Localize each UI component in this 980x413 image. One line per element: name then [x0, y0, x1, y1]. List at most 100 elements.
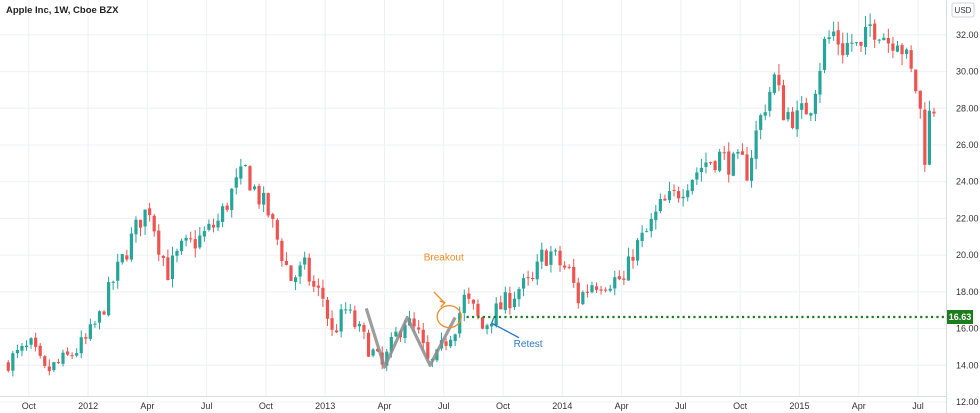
candle-body: [800, 103, 804, 110]
candle-body: [877, 39, 881, 41]
candle-body: [234, 177, 238, 188]
breakout-arrow: [433, 291, 446, 304]
currency-button[interactable]: USD: [951, 2, 975, 18]
candle-body: [70, 355, 74, 357]
candle-body: [558, 250, 562, 266]
candle-body: [157, 230, 161, 255]
candle-body: [535, 261, 539, 280]
y-tick-label: 26.00: [956, 140, 979, 150]
candle-body: [563, 265, 567, 268]
candle-body: [65, 351, 70, 355]
candle-body: [357, 323, 361, 327]
candle-body: [339, 309, 343, 332]
candle-body: [266, 193, 270, 216]
candle-body: [886, 38, 890, 44]
candle-body: [521, 278, 526, 289]
candle-body: [531, 277, 535, 279]
candle-body: [604, 289, 608, 291]
x-tick-label: Apr: [852, 401, 866, 411]
candle-body: [777, 74, 781, 86]
candle-body: [243, 164, 247, 166]
candle-body: [640, 232, 644, 241]
candle-body: [772, 74, 776, 93]
candle-body: [321, 287, 325, 299]
candle-body: [152, 215, 156, 232]
candle-body: [453, 334, 457, 342]
candle-body: [503, 292, 507, 311]
candle-body: [832, 31, 836, 37]
candle-body: [207, 223, 211, 230]
x-tick-label: Jul: [201, 401, 213, 411]
candle-body: [494, 303, 498, 325]
candle-body: [827, 37, 831, 40]
candle-body: [722, 152, 726, 154]
candle-body: [727, 151, 731, 175]
x-tick-label: 2013: [315, 401, 335, 411]
candle-body: [348, 309, 352, 311]
candle-body: [891, 43, 895, 51]
candle-body: [704, 162, 708, 167]
candle-body: [225, 205, 229, 210]
candle-body: [918, 90, 922, 109]
candle-body: [421, 329, 425, 344]
candle-body: [850, 42, 854, 44]
candle-body: [658, 198, 662, 212]
candle-body: [75, 353, 79, 356]
candle-body: [143, 209, 147, 227]
x-tick-label: Apr: [377, 401, 391, 411]
candle-body: [672, 189, 676, 191]
candle-body: [649, 218, 653, 232]
candle-body: [394, 331, 398, 337]
candle-body: [508, 293, 512, 309]
candle-body: [371, 349, 375, 356]
candle-body: [699, 167, 703, 173]
candle-body: [585, 291, 589, 293]
y-tick-label: 18.00: [956, 287, 979, 297]
candle-body: [47, 366, 51, 372]
candle-body: [932, 111, 936, 114]
candle-body: [490, 323, 494, 327]
candle-body: [417, 327, 421, 330]
candle-body: [97, 311, 102, 323]
candle-body: [677, 191, 681, 199]
candle-body: [252, 186, 257, 190]
candle-body: [239, 166, 243, 179]
candle-body: [93, 323, 97, 325]
candle-body: [695, 172, 699, 180]
candle-body: [230, 188, 234, 211]
x-tick-label: 2014: [552, 401, 572, 411]
axes: [0, 0, 947, 413]
candle-body: [635, 240, 640, 261]
candle-body: [713, 161, 717, 171]
candle-body: [412, 318, 416, 327]
y-tick-label: 20.00: [956, 250, 979, 260]
y-tick-label: 24.00: [956, 177, 979, 187]
candle-body: [88, 324, 92, 339]
y-tick-label: 30.00: [956, 67, 979, 77]
candle-body: [138, 219, 143, 228]
x-tick-label: Oct: [733, 401, 748, 411]
candle-body: [211, 224, 216, 228]
candle-body: [631, 256, 635, 261]
candle-body: [718, 151, 722, 171]
candle-body: [626, 256, 631, 281]
candle-body: [120, 254, 124, 263]
level-price-tag: [947, 310, 973, 325]
candle-body: [786, 112, 790, 120]
x-tick-label: Oct: [259, 401, 274, 411]
candle-body: [426, 341, 430, 359]
candle-body: [731, 153, 735, 176]
candle-body: [275, 220, 279, 240]
candle-body: [905, 49, 909, 55]
candle-body: [567, 266, 571, 268]
candle-body: [923, 109, 927, 165]
candle-body: [927, 110, 931, 165]
y-tick-label: 14.00: [956, 360, 979, 370]
candle-body: [134, 219, 138, 235]
candle-body: [594, 286, 599, 290]
retest-arrowhead: [490, 317, 497, 327]
candle-body: [389, 336, 393, 352]
x-tick-label: Jul: [912, 401, 924, 411]
